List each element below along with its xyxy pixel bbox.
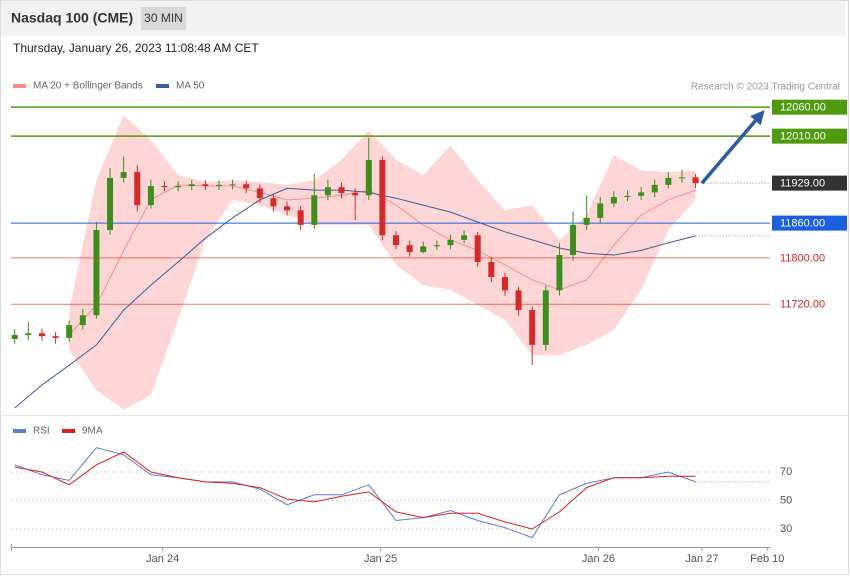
candle-body: [638, 192, 645, 196]
credit: Research © 2023 Trading Central: [691, 82, 840, 93]
title: Nasdaq 100 (CME): [11, 10, 133, 26]
candle-body: [284, 206, 291, 211]
candle-body: [79, 315, 86, 326]
candle-body: [488, 261, 495, 278]
legend-swatch: [156, 84, 169, 88]
level-tag: [772, 215, 847, 231]
candle-body: [529, 310, 536, 345]
candle-body: [243, 184, 250, 189]
interval[interactable]: 30 MIN: [144, 11, 183, 25]
y-tick-label: 30: [780, 523, 792, 535]
candle-body: [393, 235, 400, 246]
candle-body: [461, 235, 468, 240]
y-tick-label: 50: [780, 494, 792, 506]
candle-body: [624, 195, 631, 198]
x-tick-label: Jan 27: [685, 553, 718, 565]
projection-arrow: [700, 119, 757, 185]
legend-label: MA 20 + Bollinger Bands: [33, 81, 143, 92]
candle-body: [474, 235, 481, 262]
timestamp: Thursday, January 26, 2023 11:08:48 AM C…: [13, 41, 259, 55]
candle-body: [406, 245, 413, 253]
level-tag: [772, 175, 847, 191]
candle-body: [134, 172, 141, 206]
candle-body: [147, 186, 154, 206]
candle-body: [229, 184, 236, 186]
candle-body: [665, 177, 672, 185]
indicator-line: [14, 447, 696, 539]
candle-body: [297, 210, 304, 225]
candle-body: [324, 187, 331, 196]
level-label: 12060.00: [780, 102, 826, 114]
level-label: 11800.00: [780, 252, 825, 264]
candle-body: [338, 187, 345, 193]
candle-body: [678, 177, 685, 179]
legend-swatch: [62, 429, 75, 433]
candle-body: [52, 336, 59, 338]
candle-body: [515, 290, 522, 311]
candle-body: [433, 245, 440, 247]
candle-body: [597, 203, 604, 218]
candle-body: [188, 184, 195, 187]
candle-body: [610, 197, 617, 204]
candle-body: [542, 290, 549, 345]
candle-body: [556, 255, 563, 291]
candle-body: [352, 192, 359, 196]
legend-label: MA 50: [176, 81, 205, 92]
candle-body: [365, 159, 372, 196]
candle-body: [202, 184, 209, 187]
legend-swatch: [13, 429, 26, 433]
candle-body: [651, 184, 658, 193]
candle-body: [420, 246, 427, 253]
candle-body: [175, 186, 182, 188]
candle-body: [93, 230, 100, 316]
projection-arrowhead: [750, 110, 765, 126]
level-label: 11929.00: [780, 178, 825, 190]
legend-label: 9MA: [82, 426, 103, 437]
x-tick-label: Feb 10: [750, 553, 784, 565]
candle-body: [161, 186, 168, 188]
level-tag: [772, 128, 847, 144]
bollinger-band: [69, 115, 696, 410]
level-tag: [772, 99, 847, 115]
candle-body: [692, 177, 699, 184]
candle-body: [66, 325, 73, 338]
candle-body: [256, 188, 263, 199]
level-label: 12010.00: [780, 131, 826, 143]
x-tick-label: Jan 26: [582, 553, 615, 565]
candle-body: [25, 333, 32, 335]
candle-body: [583, 217, 590, 225]
candle-body: [270, 198, 277, 207]
legend-label: RSI: [33, 426, 50, 437]
level-label: 11860.00: [780, 218, 825, 230]
y-tick-label: 70: [780, 466, 792, 478]
x-tick-label: Jan 25: [364, 553, 397, 565]
candle-body: [311, 195, 318, 225]
legend-swatch: [13, 84, 26, 88]
candle-body: [11, 335, 18, 340]
candle-body: [379, 159, 386, 236]
interval-button[interactable]: [141, 7, 186, 30]
candle-body: [38, 333, 45, 337]
candle-body: [120, 172, 127, 178]
candle-body: [501, 277, 508, 291]
level-label: 11720.00: [780, 299, 825, 311]
candle-body: [447, 239, 454, 246]
candle-body: [107, 177, 114, 231]
candle-body: [570, 224, 577, 255]
indicator-line: [14, 451, 696, 530]
x-tick-label: Jan 24: [146, 553, 179, 565]
candle-body: [215, 184, 222, 187]
